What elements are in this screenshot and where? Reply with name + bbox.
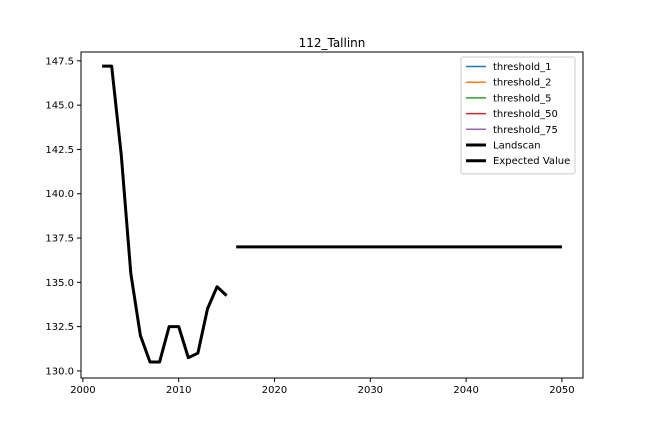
legend-box: [460, 56, 576, 175]
legend-label: threshold_2: [493, 78, 551, 89]
y-tick-label: 145.0: [45, 101, 74, 112]
legend-label: Expected Value: [493, 156, 570, 167]
x-tick-label: 2040: [453, 385, 478, 396]
x-tick-label: 2020: [262, 385, 287, 396]
legend-label: threshold_1: [493, 62, 551, 73]
x-tick-label: 2050: [549, 385, 574, 396]
y-tick-label: 137.5: [45, 234, 74, 245]
legend-label: threshold_75: [493, 125, 558, 136]
x-tick-label: 2030: [358, 385, 383, 396]
y-tick-label: 132.5: [45, 322, 74, 333]
series-layer: [102, 64, 562, 364]
y-tick-label: 135.0: [45, 278, 74, 289]
y-axis: 130.0 132.5 135.0 137.5 140.0 142.5 145.0 147.5: [45, 56, 81, 377]
legend-label: Landscan: [493, 141, 541, 152]
y-tick-label: 140.0: [45, 189, 74, 200]
x-axis: 2000 2010 2020 2030 2040 2050: [70, 378, 575, 396]
x-tick-label: 2010: [166, 385, 191, 396]
y-tick-label: 130.0: [45, 366, 74, 377]
legend-label: threshold_50: [493, 109, 558, 120]
chart-title: 112_Tallinn: [299, 36, 366, 50]
x-tick-label: 2000: [70, 385, 95, 396]
y-tick-label: 142.5: [45, 145, 74, 156]
series-line-landscan: [102, 64, 228, 364]
y-tick-label: 147.5: [45, 56, 74, 67]
legend: threshold_1 threshold_2 threshold_5thresho…: [460, 56, 576, 175]
legend-label: threshold_5: [493, 93, 551, 104]
